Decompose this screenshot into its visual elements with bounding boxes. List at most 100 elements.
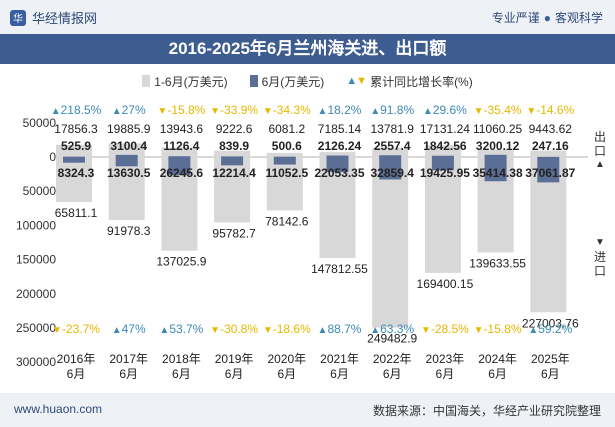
legend-item-month: 6月(万美元) — [249, 73, 325, 90]
label-import-cumulative: 78142.6 — [265, 214, 309, 228]
label-export-cumulative: 11060.25 — [473, 122, 522, 136]
growth-import: ▲59.2% — [528, 322, 572, 336]
label-import-month: 32859.4 — [371, 166, 415, 180]
bar-export-cumulative — [372, 147, 409, 157]
growth-export: ▲27% — [112, 103, 146, 117]
label-import-cumulative: 137025.9 — [156, 255, 206, 269]
export-side-label: 出口 ▲ — [592, 130, 608, 172]
label-export-cumulative: 13943.6 — [160, 122, 204, 136]
bar-import-cumulative — [319, 157, 356, 259]
label-export-month: 3200.12 — [476, 139, 520, 153]
label-export-month: 1126.4 — [163, 139, 199, 153]
growth-export: ▼-15.8% — [157, 103, 205, 117]
label-export-cumulative: 7185.14 — [318, 122, 362, 136]
bar-export-month — [431, 155, 454, 157]
bar-export-cumulative — [108, 143, 145, 157]
label-export-month: 839.9 — [219, 139, 249, 153]
y-tick-label: 0 — [49, 150, 56, 164]
growth-import: ▲88.7% — [318, 322, 362, 336]
bar-export-cumulative — [266, 152, 303, 157]
y-tick-label: 50000 — [23, 116, 57, 130]
bar-export-cumulative — [161, 147, 198, 157]
label-import-month: 12214.4 — [212, 166, 256, 180]
growth-labels: ▲218.5% ▼-23.7% ▲27% ▲47% ▼-15.8% ▲53.7% ▼-33.… — [51, 103, 575, 336]
x-tick-label: 2023年 6月 — [426, 352, 465, 381]
bar-export-cumulative — [477, 149, 514, 157]
growth-import: ▼-18.6% — [263, 322, 311, 336]
label-import-month: 8324.3 — [58, 166, 95, 180]
bar-import-month — [168, 157, 191, 175]
growth-export: ▼-33.9% — [210, 103, 258, 117]
label-import-month: 19425.95 — [420, 166, 470, 180]
bar-export-month — [326, 155, 349, 157]
growth-import: ▲47% — [112, 322, 146, 336]
slogan-left: 专业严谨 — [491, 11, 540, 25]
y-tick-label: 100000 — [16, 218, 56, 232]
x-axis-labels: 2016年 6月 2017年 6月 2018年 6月 2019年 6月 2020年 6月 2021年… — [57, 352, 570, 381]
growth-import: ▲63.3% — [370, 322, 414, 336]
label-export-cumulative: 9222.6 — [216, 122, 253, 136]
import-side-label-text: 进口 — [593, 250, 606, 278]
x-tick-label: 2024年 6月 — [478, 352, 517, 381]
brand: 华 华经情报网 — [10, 8, 97, 27]
bar-export-cumulative — [319, 152, 356, 157]
bar-import-cumulative — [530, 157, 567, 313]
import-side-label: ▼ 进口 — [592, 236, 608, 278]
label-export-month: 3100.4 — [110, 139, 147, 153]
legend-swatch-month — [249, 75, 258, 87]
x-tick-label: 2025年 6月 — [531, 352, 570, 381]
bars — [56, 143, 567, 328]
up-down-triangle-icon: ▲▼ — [346, 75, 367, 87]
growth-export: ▲18.2% — [318, 103, 362, 117]
label-import-cumulative: 249482.9 — [367, 332, 417, 346]
label-export-month: 1842.56 — [423, 139, 467, 153]
bar-import-cumulative — [372, 157, 409, 328]
label-import-month: 11052.5 — [265, 166, 308, 180]
huajing-logo-icon: 华 — [10, 9, 26, 26]
label-export-cumulative: 6081.2 — [268, 122, 305, 136]
label-import-cumulative: 139633.55 — [469, 257, 526, 271]
growth-export: ▲91.8% — [370, 103, 414, 117]
label-import-cumulative: 169400.15 — [417, 277, 474, 291]
bar-export-month — [484, 154, 507, 157]
footer: www.huaon.com 数据来源：中国海关，华经产业研究院整理 — [0, 393, 615, 427]
label-export-month: 2126.24 — [318, 139, 362, 153]
bar-export-cumulative — [424, 145, 461, 157]
bar-import-cumulative — [266, 157, 303, 211]
bar-export-month — [168, 156, 191, 157]
brand-name: 华经情报网 — [32, 11, 98, 26]
label-import-cumulative: 147812.55 — [311, 262, 368, 276]
label-export-month: 2557.4 — [374, 139, 411, 153]
label-export-cumulative: 17856.3 — [54, 122, 98, 136]
growth-import: ▼-28.5% — [421, 322, 469, 336]
bar-export-cumulative — [214, 150, 251, 157]
growth-import: ▼-15.8% — [474, 322, 522, 336]
arrow-up-icon: ▲ — [595, 159, 605, 170]
bar-import-month — [115, 157, 138, 167]
legend-label-month: 6月(万美元) — [261, 74, 325, 89]
bar-export-month — [115, 154, 138, 157]
chart-legend: 1-6月(万美元) 6月(万美元) ▲▼ 累计同比增长率(%) — [0, 72, 615, 90]
bar-import-cumulative — [56, 157, 92, 203]
data-source: 数据来源：中国海关，华经产业研究院整理 — [372, 404, 601, 418]
bar-import-month — [431, 157, 454, 171]
label-export-month: 525.9 — [61, 139, 91, 153]
label-export-cumulative: 13781.9 — [371, 122, 415, 136]
website-link[interactable]: www.huaon.com — [14, 402, 103, 416]
bar-import-month — [484, 157, 507, 182]
x-tick-label: 2021年 6月 — [320, 352, 359, 381]
bar-export-month — [63, 156, 85, 158]
growth-import: ▼-30.8% — [210, 322, 258, 336]
label-import-cumulative: 95782.7 — [212, 227, 256, 241]
label-import-month: 35414.38 — [473, 166, 523, 180]
bar-import-cumulative — [108, 157, 145, 220]
label-import-month: 37061.87 — [525, 166, 575, 180]
x-tick-label: 2020年 6月 — [267, 352, 306, 381]
export-side-label-text: 出口 — [593, 130, 606, 158]
bar-import-cumulative — [214, 157, 251, 223]
bar-import-month — [221, 157, 244, 166]
y-tick-label: 50000 — [23, 184, 57, 198]
legend-label-cumulative: 1-6月(万美元) — [154, 74, 228, 89]
x-tick-label: 2016年 6月 — [57, 352, 96, 381]
legend-label-growth: 累计同比增长率(%) — [370, 74, 473, 89]
